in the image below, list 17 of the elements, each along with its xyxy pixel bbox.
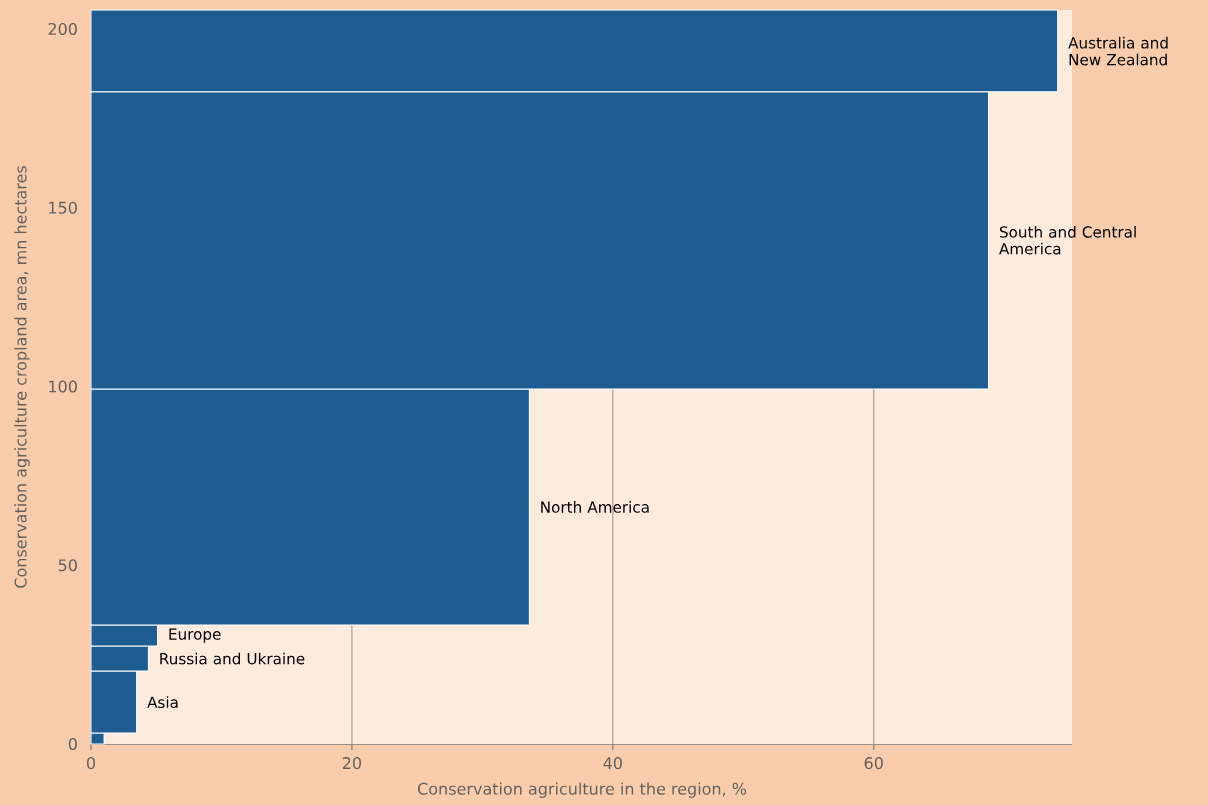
y-axis-title: Conservation agriculture cropland area, mn hectares bbox=[14, 166, 30, 588]
x-axis-title: Conservation agriculture in the region, % bbox=[418, 782, 747, 798]
annotation: Russia and Ukraine bbox=[160, 652, 305, 665]
annotation: North America bbox=[541, 501, 649, 513]
y-tick-label: 150 bbox=[49, 201, 77, 214]
annotation: Asia bbox=[147, 696, 178, 709]
y-tick-label: 50 bbox=[58, 559, 77, 572]
annotation: South and Central America bbox=[999, 225, 1136, 255]
y-tick-label: 200 bbox=[48, 22, 77, 35]
annotation: Australia and New Zealand bbox=[1068, 36, 1168, 66]
x-tick-label: 20 bbox=[342, 757, 362, 770]
y-tick-label: 100 bbox=[49, 380, 77, 393]
annotation: Europe bbox=[169, 628, 221, 643]
y-tick-label: 0 bbox=[68, 737, 77, 751]
x-tick-label: 40 bbox=[603, 757, 622, 770]
x-tick-label: 0 bbox=[86, 757, 96, 770]
x-tick-label: 60 bbox=[864, 757, 883, 770]
